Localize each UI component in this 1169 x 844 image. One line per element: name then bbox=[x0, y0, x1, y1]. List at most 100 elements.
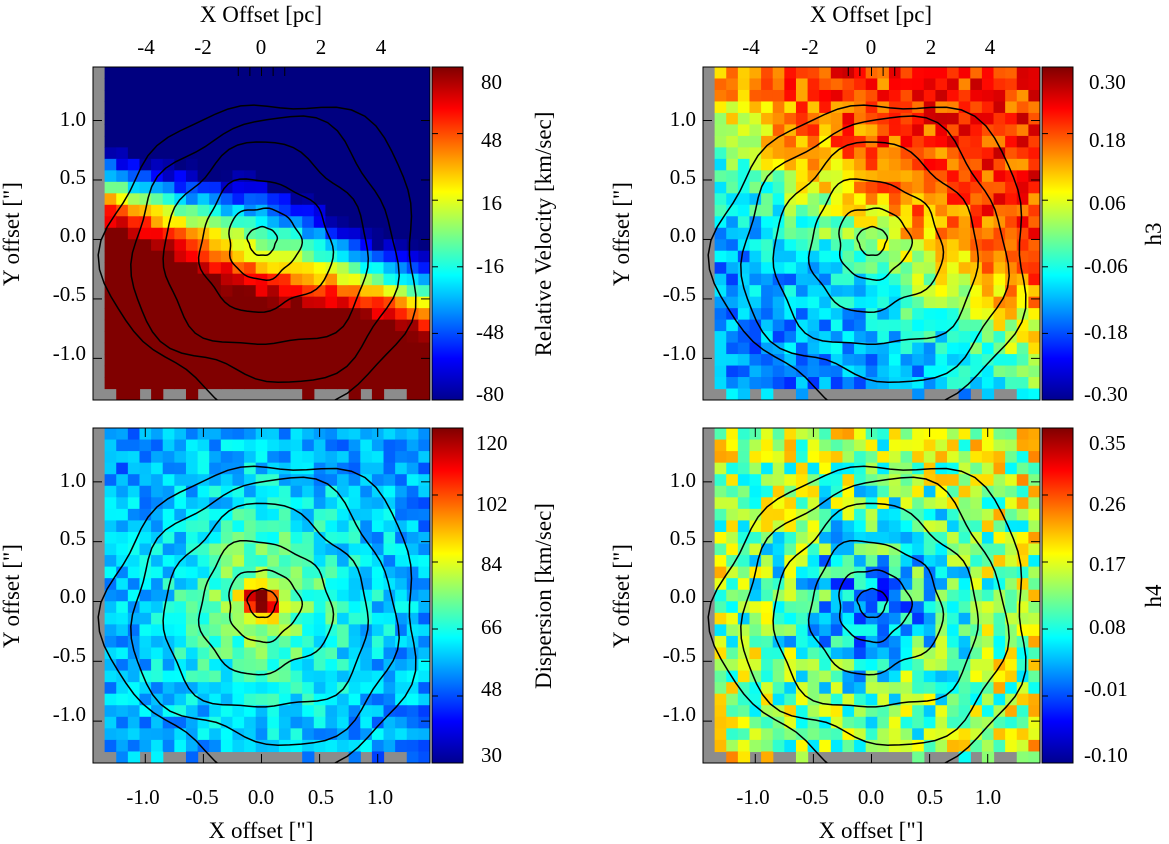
map-cell bbox=[993, 78, 1006, 91]
map-cell bbox=[784, 451, 797, 464]
map-cell bbox=[395, 728, 408, 741]
map-cell bbox=[255, 89, 268, 103]
map-cell bbox=[162, 67, 175, 80]
map-cell bbox=[749, 273, 762, 286]
map-cell bbox=[1028, 531, 1040, 545]
map-cell bbox=[830, 670, 844, 683]
map-cell bbox=[900, 124, 913, 137]
map-cell bbox=[795, 89, 809, 103]
map-cell bbox=[209, 273, 222, 286]
map-cell bbox=[993, 331, 1006, 344]
map-cell bbox=[418, 170, 430, 183]
map-cell bbox=[714, 739, 727, 753]
map-cell bbox=[1028, 170, 1040, 183]
map-cell bbox=[842, 273, 855, 286]
map-cell bbox=[737, 193, 751, 206]
map-cell bbox=[795, 624, 809, 637]
map-cell bbox=[278, 193, 292, 206]
map-cell bbox=[830, 78, 844, 91]
map-cell bbox=[151, 566, 164, 579]
map-cell bbox=[854, 147, 867, 160]
map-cell bbox=[958, 578, 971, 591]
map-cell bbox=[714, 531, 727, 545]
map-cell bbox=[912, 566, 925, 579]
map-cell bbox=[737, 112, 751, 126]
map-cell bbox=[761, 181, 774, 194]
map-cell bbox=[418, 135, 430, 148]
map-cell bbox=[278, 181, 292, 194]
map-cell bbox=[981, 285, 995, 298]
map-cell bbox=[197, 216, 210, 229]
map-cell bbox=[116, 497, 129, 510]
map-cell bbox=[185, 751, 199, 763]
map-cell bbox=[418, 624, 430, 637]
map-cell bbox=[714, 342, 727, 355]
map-cell bbox=[360, 682, 373, 695]
map-cell bbox=[854, 204, 867, 217]
map-cell bbox=[151, 739, 164, 753]
map-cell bbox=[726, 250, 739, 263]
map-cell bbox=[865, 601, 878, 614]
map-cell bbox=[958, 89, 971, 103]
map-cell bbox=[278, 273, 292, 286]
map-cell bbox=[1005, 227, 1018, 240]
map-cell bbox=[151, 112, 164, 126]
map-cell bbox=[923, 124, 937, 137]
map-cell bbox=[383, 158, 396, 171]
map-cell bbox=[737, 250, 751, 263]
map-cell bbox=[865, 578, 878, 591]
map-cell bbox=[865, 147, 878, 160]
map-cell bbox=[888, 508, 902, 522]
panel-h3: X Offset [pc] -4 -2 0 2 4 1.0 0.5 0.0 -0… bbox=[609, 2, 1166, 406]
map-cell bbox=[795, 601, 809, 614]
map-cell bbox=[418, 262, 430, 275]
map-cell bbox=[772, 543, 785, 556]
map-cell bbox=[1016, 543, 1029, 556]
map-cell bbox=[406, 474, 419, 487]
map-cell bbox=[348, 365, 361, 378]
map-cell bbox=[1005, 204, 1018, 217]
map-cell bbox=[325, 682, 338, 695]
map-cell bbox=[255, 462, 268, 475]
map-cell bbox=[854, 670, 867, 683]
map-cell bbox=[278, 365, 292, 378]
y-axis-title: Y offset ["] bbox=[0, 182, 24, 286]
map-cell bbox=[278, 589, 292, 602]
map-cell bbox=[104, 227, 117, 240]
map-cell bbox=[1028, 285, 1040, 298]
map-cell bbox=[993, 101, 1006, 114]
map-cell bbox=[970, 439, 983, 452]
map-cell bbox=[958, 451, 971, 464]
map-cell bbox=[371, 659, 385, 672]
map-cell bbox=[267, 659, 280, 672]
map-cell bbox=[877, 147, 890, 160]
map-cell bbox=[151, 354, 164, 367]
map-cell bbox=[278, 635, 292, 649]
map-cell bbox=[116, 147, 129, 160]
map-cell bbox=[970, 147, 983, 160]
map-cell bbox=[958, 624, 971, 637]
map-cell bbox=[912, 342, 925, 355]
map-cell bbox=[970, 589, 983, 602]
isophote-contour bbox=[838, 207, 914, 281]
map-cell bbox=[749, 531, 762, 545]
map-cell bbox=[220, 158, 234, 171]
map-cell bbox=[854, 705, 867, 718]
map-cell bbox=[325, 354, 338, 367]
map-cell bbox=[255, 354, 268, 367]
map-cell bbox=[726, 705, 739, 718]
map-cell bbox=[842, 682, 855, 695]
map-cell bbox=[244, 101, 257, 114]
isophote-contour bbox=[856, 587, 889, 619]
map-cell bbox=[912, 670, 925, 683]
map-cell bbox=[981, 462, 995, 475]
map-cell bbox=[267, 342, 280, 355]
map-cell bbox=[726, 101, 739, 114]
map-cell bbox=[1005, 319, 1018, 332]
map-cell bbox=[888, 250, 902, 263]
map-cell bbox=[360, 365, 373, 378]
map-cell bbox=[1005, 78, 1018, 91]
map-cell bbox=[888, 670, 902, 683]
map-cell bbox=[795, 78, 809, 91]
map-cell bbox=[772, 474, 785, 487]
